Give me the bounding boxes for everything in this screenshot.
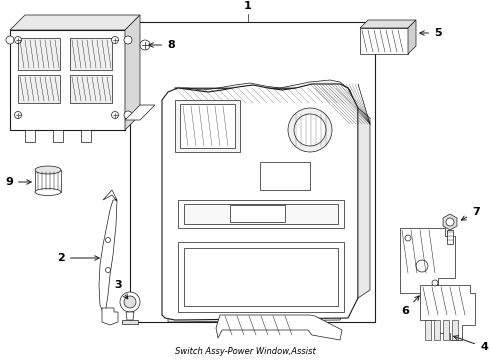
Ellipse shape [35,189,61,195]
Circle shape [15,36,22,44]
Circle shape [120,292,140,312]
Text: 4: 4 [454,336,488,352]
Circle shape [112,112,119,118]
Polygon shape [360,20,416,28]
Polygon shape [230,205,285,222]
Polygon shape [35,170,61,192]
Ellipse shape [35,166,61,174]
Polygon shape [18,38,60,70]
Text: Switch Assy-Power Window,Assist: Switch Assy-Power Window,Assist [174,347,316,356]
Polygon shape [178,200,344,228]
Polygon shape [358,108,370,298]
Polygon shape [162,84,358,320]
Text: 5: 5 [420,28,441,38]
Circle shape [6,36,14,44]
Circle shape [446,218,454,226]
Polygon shape [360,28,408,54]
Polygon shape [184,248,338,306]
Text: 6: 6 [401,296,419,316]
Polygon shape [216,315,342,340]
Bar [53,130,63,142]
Polygon shape [420,285,475,340]
Polygon shape [443,214,457,230]
Circle shape [124,111,132,119]
Text: 2: 2 [57,253,99,263]
Polygon shape [180,104,235,148]
Circle shape [15,112,22,118]
Polygon shape [400,228,455,293]
Polygon shape [122,320,138,324]
Text: 9: 9 [5,177,31,187]
Polygon shape [447,230,453,244]
Text: 3: 3 [114,280,128,299]
Polygon shape [10,15,140,30]
Circle shape [140,40,150,50]
Polygon shape [452,320,458,340]
Polygon shape [125,105,155,120]
Polygon shape [18,75,60,103]
Circle shape [105,238,111,243]
Polygon shape [434,320,440,340]
Polygon shape [99,190,117,312]
Bar [25,130,35,142]
Text: 7: 7 [462,207,480,220]
Circle shape [416,260,428,272]
Polygon shape [70,75,112,103]
Circle shape [124,36,132,44]
Circle shape [405,235,411,241]
Polygon shape [168,80,358,322]
Text: 1: 1 [244,1,252,11]
Polygon shape [102,308,118,325]
Polygon shape [184,204,338,224]
Bar [130,22,375,322]
Circle shape [288,108,332,152]
Polygon shape [175,100,240,152]
Circle shape [105,267,111,273]
Polygon shape [178,242,344,312]
Polygon shape [10,30,125,130]
Polygon shape [260,162,310,190]
Circle shape [432,280,438,286]
Polygon shape [70,38,112,70]
Polygon shape [408,20,416,54]
Circle shape [112,36,119,44]
Polygon shape [126,312,134,320]
Circle shape [294,114,326,146]
Polygon shape [443,320,449,340]
Text: 8: 8 [149,40,175,50]
Polygon shape [425,320,431,340]
Circle shape [124,296,136,308]
Bar [81,130,91,142]
Polygon shape [125,15,140,130]
